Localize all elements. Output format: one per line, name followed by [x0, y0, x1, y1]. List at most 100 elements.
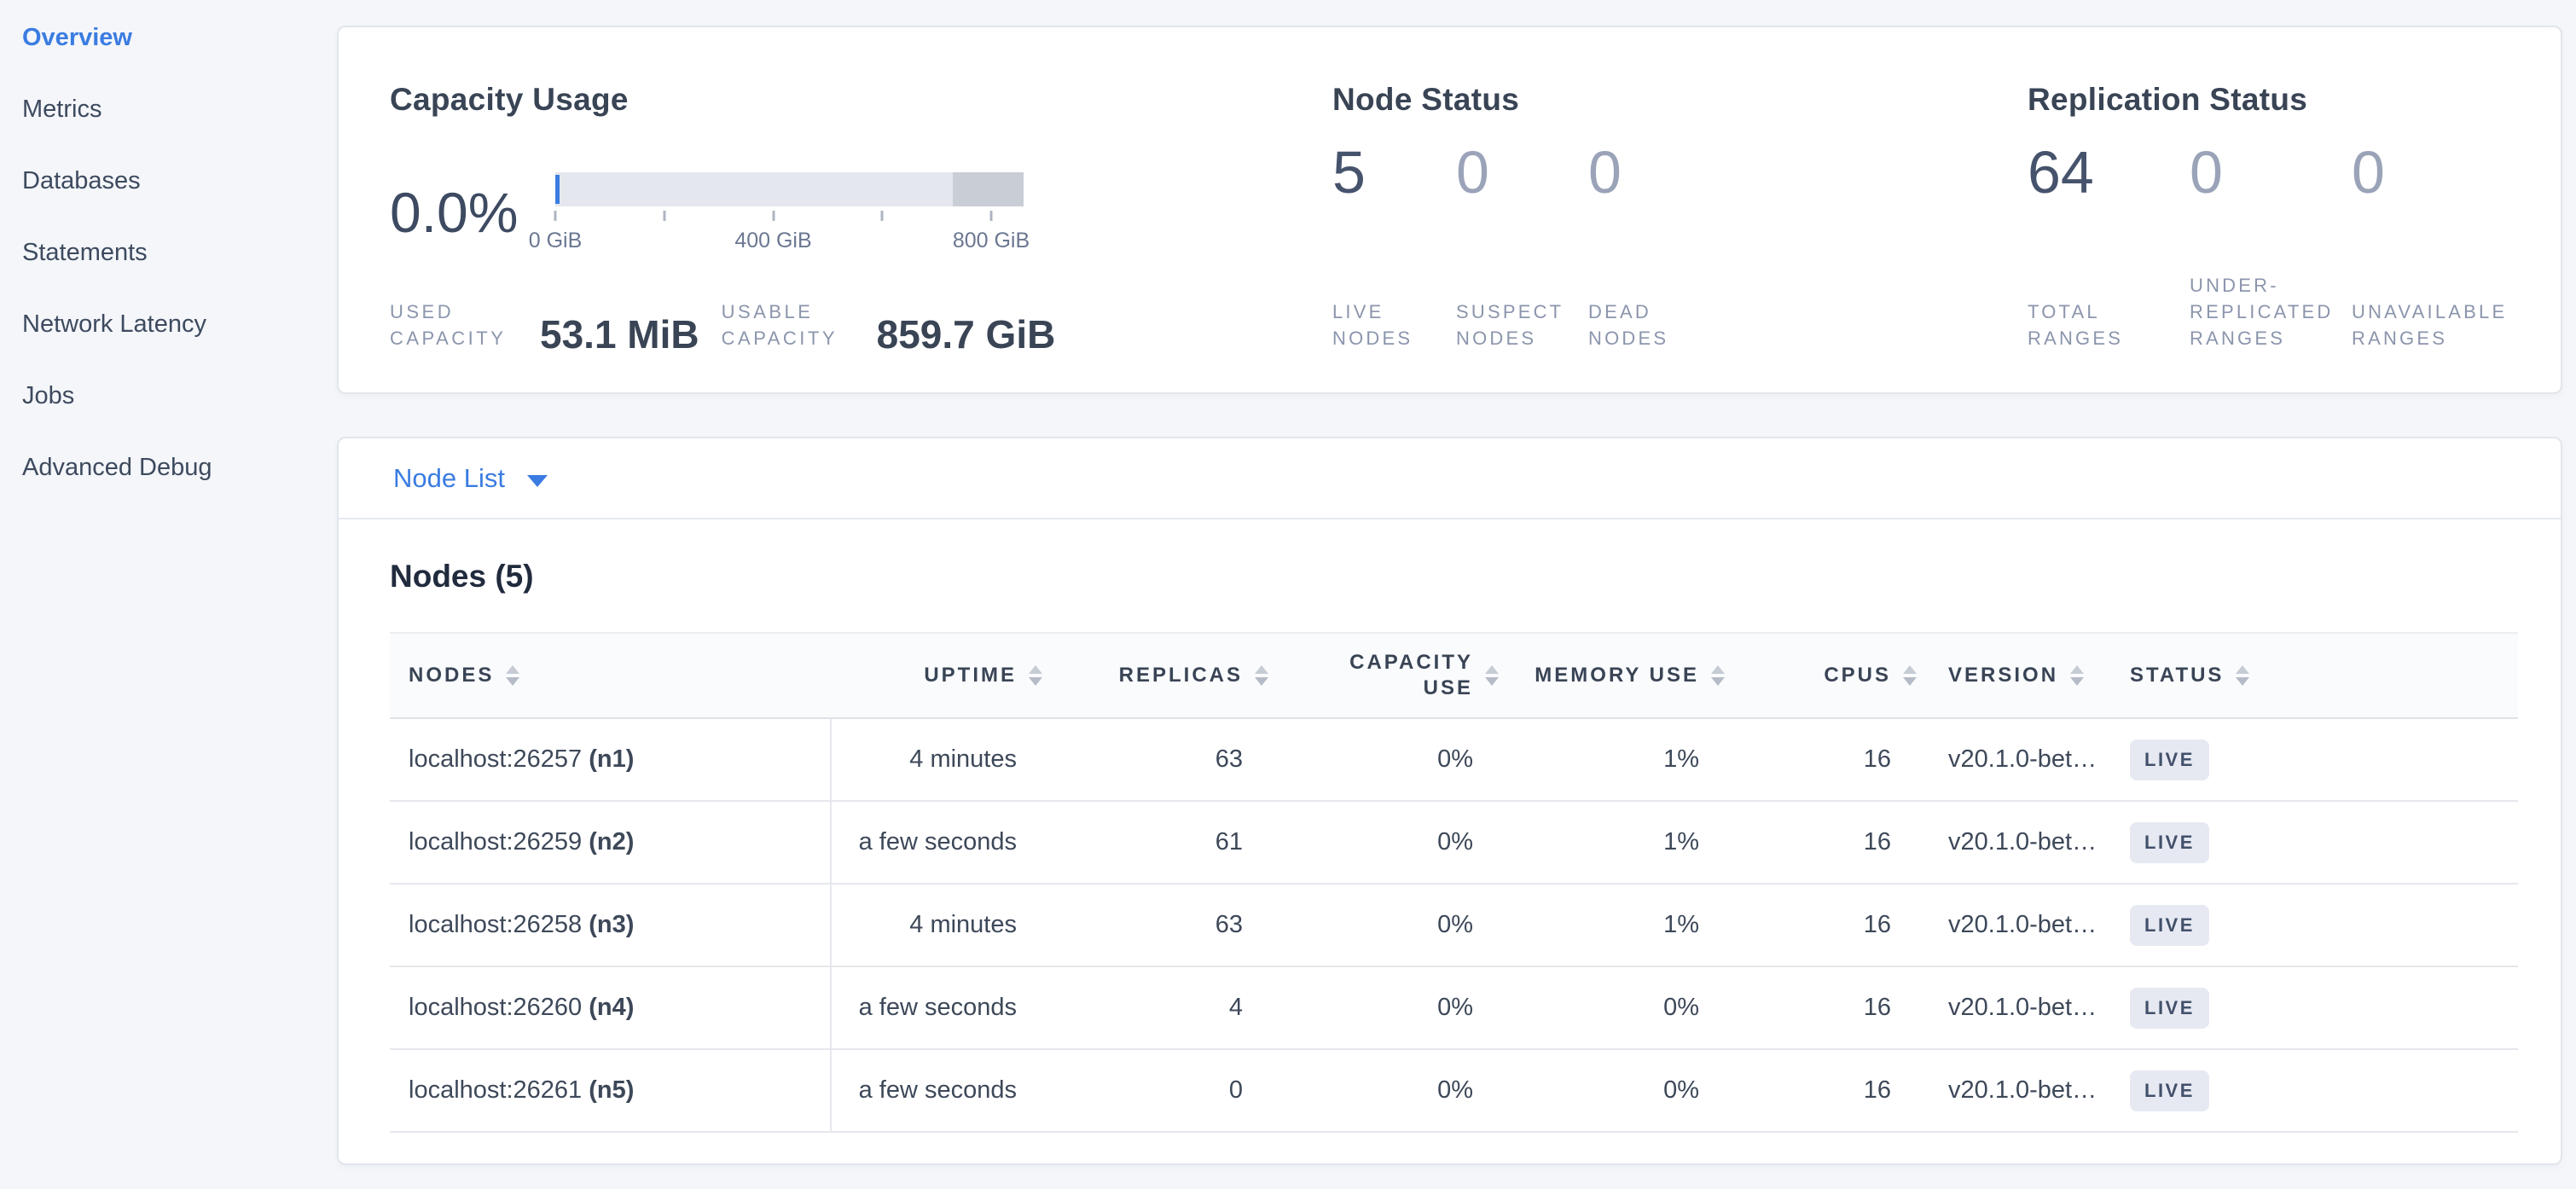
sidebar-item-metrics[interactable]: Metrics	[22, 95, 102, 123]
caret-down-icon	[526, 474, 548, 487]
axis-tick	[663, 211, 666, 221]
total-ranges-value: 64	[2028, 139, 2094, 206]
usable-capacity-value: 859.7 GiB	[876, 312, 1056, 357]
sidebar-item-jobs[interactable]: Jobs	[22, 381, 75, 409]
memory-use-cell: 0%	[1499, 966, 1725, 1050]
column-header-label: REPLICAS	[1118, 664, 1243, 687]
column-header-status[interactable]: STATUS	[2113, 632, 2518, 719]
axis-tick	[989, 211, 993, 221]
capacity-bar-other-segment	[953, 172, 1024, 206]
node-id: (n5)	[589, 1076, 635, 1104]
sort-icon	[1255, 665, 1268, 686]
table-row[interactable]: localhost:26257 (n1) 4 minutes 63 0% 1% …	[390, 718, 2518, 802]
table-row[interactable]: localhost:26259 (n2) a few seconds 61 0%…	[390, 801, 2518, 884]
dead-nodes-metric: 0 DEAD NODES	[1588, 142, 1716, 351]
cpus-cell: 16	[1725, 884, 1917, 967]
column-header-capacity-use[interactable]: CAPACITY USE	[1268, 632, 1499, 719]
node-address[interactable]: localhost:26257	[409, 745, 583, 773]
sort-icon	[1903, 665, 1917, 686]
status-badge: LIVE	[2130, 739, 2209, 780]
unavailable-ranges-value: 0	[2352, 139, 2385, 206]
axis-tick	[880, 211, 884, 221]
capacity-stats: USED CAPACITY 53.1 MiB USABLE CAPACITY 8…	[390, 299, 1332, 357]
sidebar-item-advanced-debug[interactable]: Advanced Debug	[22, 453, 212, 481]
capacity-use-cell: 0%	[1268, 884, 1499, 967]
dead-nodes-value: 0	[1588, 139, 1622, 206]
column-header-label: MEMORY USE	[1535, 664, 1699, 687]
live-nodes-label: LIVE NODES	[1332, 301, 1413, 349]
node-address[interactable]: localhost:26259	[409, 828, 583, 856]
memory-use-cell: 1%	[1499, 801, 1725, 884]
unavailable-ranges-metric: 0 UNAVAILABLE RANGES	[2352, 142, 2509, 351]
node-address[interactable]: localhost:26261	[409, 1076, 583, 1104]
sidebar-item-statements[interactable]: Statements	[22, 238, 148, 266]
memory-use-cell: 0%	[1499, 1049, 1725, 1133]
replication-status-section: Replication Status 64 TOTAL RANGES 0 UND…	[2028, 82, 2509, 351]
column-header-label: CPUS	[1824, 664, 1891, 687]
capacity-use-cell: 0%	[1268, 966, 1499, 1050]
status-badge: LIVE	[2130, 904, 2209, 946]
sort-icon	[1485, 665, 1499, 686]
cpus-cell: 16	[1725, 966, 1917, 1050]
cluster-summary-card: Capacity Usage 0.0%	[337, 26, 2562, 394]
replicas-cell: 61	[1042, 801, 1268, 884]
version-cell: v20.1.0-bet…	[1917, 966, 2113, 1050]
version-cell: v20.1.0-bet…	[1917, 884, 2113, 967]
suspect-nodes-label: SUSPECT NODES	[1456, 301, 1564, 349]
node-address[interactable]: localhost:26258	[409, 911, 583, 938]
column-header-cpus[interactable]: CPUS	[1725, 632, 1917, 719]
sort-icon	[1711, 665, 1725, 686]
nodes-table: NODES UPTIME	[390, 632, 2518, 1133]
under-replicated-ranges-metric: 0 UNDER-REPLICATED RANGES	[2190, 142, 2352, 351]
table-row[interactable]: localhost:26260 (n4) a few seconds 4 0% …	[390, 966, 2518, 1050]
replicas-cell: 0	[1042, 1049, 1268, 1133]
capacity-usage-title: Capacity Usage	[390, 82, 629, 117]
used-capacity-value: 53.1 MiB	[540, 312, 699, 357]
table-row[interactable]: localhost:26258 (n3) 4 minutes 63 0% 1% …	[390, 884, 2518, 967]
capacity-axis-labels: 0 GiB 400 GiB 800 GiB	[529, 229, 1030, 252]
suspect-nodes-value: 0	[1456, 139, 1489, 206]
uptime-cell: 4 minutes	[831, 718, 1042, 802]
capacity-bar-group: 0 GiB 400 GiB 800 GiB	[529, 172, 1030, 252]
node-status-section: Node Status 5 LIVE NODES 0 SUSPECT NODES…	[1332, 82, 2028, 351]
memory-use-cell: 1%	[1499, 718, 1725, 802]
node-list-dropdown[interactable]: Node List	[339, 438, 2561, 519]
used-capacity-label: USED CAPACITY	[390, 301, 507, 349]
capacity-usage-section: Capacity Usage 0.0%	[390, 82, 1332, 357]
sort-icon	[2236, 665, 2250, 686]
node-list-dropdown-label: Node List	[393, 462, 505, 493]
main-content: Capacity Usage 0.0%	[337, 0, 2576, 1189]
axis-label: 800 GiB	[952, 229, 1030, 252]
axis-tick	[772, 211, 775, 221]
node-list-card: Node List Nodes (5) NODES	[337, 437, 2562, 1165]
node-id: (n3)	[589, 911, 635, 938]
dead-nodes-label: DEAD NODES	[1588, 301, 1669, 349]
sidebar-item-network-latency[interactable]: Network Latency	[22, 310, 206, 338]
node-id: (n2)	[589, 828, 635, 856]
column-header-label: NODES	[409, 664, 495, 687]
live-nodes-metric: 5 LIVE NODES	[1332, 142, 1456, 351]
capacity-use-cell: 0%	[1268, 1049, 1499, 1133]
replicas-cell: 4	[1042, 966, 1268, 1050]
sidebar-item-databases[interactable]: Databases	[22, 166, 141, 194]
nodes-section-title: Nodes (5)	[390, 559, 534, 594]
column-header-replicas[interactable]: REPLICAS	[1042, 632, 1268, 719]
cpus-cell: 16	[1725, 718, 1917, 802]
node-address[interactable]: localhost:26260	[409, 994, 583, 1021]
axis-tick	[554, 211, 557, 221]
status-badge: LIVE	[2130, 1070, 2209, 1111]
uptime-cell: a few seconds	[831, 1049, 1042, 1133]
column-header-version[interactable]: VERSION	[1917, 632, 2113, 719]
column-header-label: UPTIME	[924, 664, 1017, 687]
sidebar-item-overview[interactable]: Overview	[22, 23, 132, 51]
uptime-cell: a few seconds	[831, 966, 1042, 1050]
column-header-memory-use[interactable]: MEMORY USE	[1499, 632, 1725, 719]
table-row[interactable]: localhost:26261 (n5) a few seconds 0 0% …	[390, 1049, 2518, 1133]
column-header-nodes[interactable]: NODES	[390, 632, 831, 719]
capacity-use-cell: 0%	[1268, 718, 1499, 802]
total-ranges-metric: 64 TOTAL RANGES	[2028, 142, 2190, 351]
column-header-uptime[interactable]: UPTIME	[831, 632, 1042, 719]
cpus-cell: 16	[1725, 801, 1917, 884]
uptime-cell: 4 minutes	[831, 884, 1042, 967]
